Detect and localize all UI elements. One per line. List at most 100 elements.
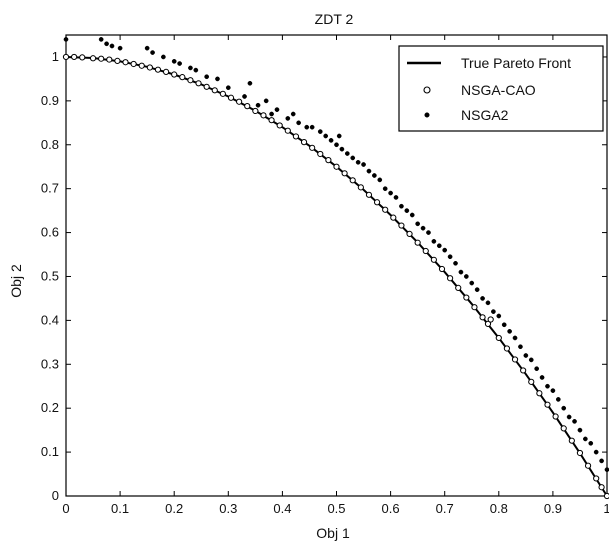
nsga-cao-point xyxy=(179,74,186,81)
nsga2-point xyxy=(399,203,404,209)
nsga-cao-point xyxy=(357,184,364,191)
nsga2-point xyxy=(309,124,315,130)
nsga2-point xyxy=(355,159,361,165)
nsga2-point xyxy=(334,142,339,148)
nsga2-point xyxy=(599,458,604,464)
nsga-cao-point xyxy=(382,206,389,213)
nsga2-point xyxy=(117,45,123,51)
nsga2-point xyxy=(523,353,529,358)
nsga2-point xyxy=(242,94,247,99)
nsga2-point xyxy=(104,41,109,47)
nsga2-point xyxy=(593,449,599,455)
x-tick-label: 0.2 xyxy=(165,501,183,516)
x-tick-label: 0.6 xyxy=(382,501,400,516)
nsga2-point xyxy=(255,102,261,108)
nsga2-point xyxy=(561,405,567,411)
nsga2-point xyxy=(539,375,545,380)
nsga-cao-point xyxy=(268,117,275,124)
nsga-cao-point xyxy=(89,55,97,62)
nsga-cao-point xyxy=(195,80,202,87)
nsga2-point xyxy=(304,124,310,130)
legend-label-nsga-cao: NSGA-CAO xyxy=(461,82,536,98)
nsga2-point xyxy=(528,357,534,363)
nsga-cao-point xyxy=(219,90,226,97)
nsga-cao-point xyxy=(373,199,381,206)
nsga-cao-point xyxy=(584,462,592,469)
nsga2-point xyxy=(382,186,388,192)
nsga-cao-point xyxy=(484,320,492,327)
nsga2-point xyxy=(534,366,540,372)
nsga-cao-point xyxy=(598,484,605,491)
nsga-cao-point xyxy=(309,144,316,151)
nsga2-point xyxy=(274,107,280,112)
nsga-cao-point xyxy=(138,62,145,69)
nsga2-point xyxy=(436,243,442,249)
legend-box xyxy=(398,45,604,132)
y-tick-label: 0.9 xyxy=(41,93,59,108)
nsga-cao-point xyxy=(292,133,300,140)
nsga2-point xyxy=(323,133,329,139)
nsga-cao-point xyxy=(203,83,210,90)
nsga-cao-point xyxy=(284,127,291,134)
x-tick-label: 0 xyxy=(62,501,69,516)
legend: True Pareto Front NSGA-CAO NSGA2 xyxy=(398,45,604,132)
nsga2-point xyxy=(161,54,166,60)
nsga2-point xyxy=(507,329,512,334)
y-tick-label: 0.6 xyxy=(41,225,59,240)
nsga-cao-point xyxy=(463,294,470,301)
nsga-cao-point xyxy=(447,275,454,282)
nsga-cao-point xyxy=(398,222,405,229)
nsga-cao-point xyxy=(114,57,121,65)
nsga2-point xyxy=(415,221,420,227)
nsga-cao-point xyxy=(317,150,324,158)
nsga-cao-point xyxy=(325,157,332,164)
legend-open-circle-marker xyxy=(423,86,431,94)
nsga-cao-point xyxy=(244,103,251,110)
nsga-cao-point xyxy=(487,316,494,323)
nsga-cao-point xyxy=(260,112,267,119)
nsga-cao-point xyxy=(187,77,194,84)
nsga-cao-point xyxy=(552,413,559,420)
nsga-cao-point xyxy=(536,390,543,397)
nsga2-point xyxy=(501,322,507,328)
nsga-cao-point xyxy=(528,378,535,385)
nsga2-point xyxy=(496,313,502,319)
nsga-cao-point xyxy=(154,66,162,73)
y-tick-label: 0.5 xyxy=(41,268,59,283)
x-tick-label: 1 xyxy=(603,501,609,516)
nsga-cao-point xyxy=(341,170,348,177)
nsga-cao-point xyxy=(520,367,527,374)
nsga2-point xyxy=(420,225,426,231)
nsga-cao-point xyxy=(422,247,429,255)
nsga2-point xyxy=(188,65,193,71)
nsga-cao-point xyxy=(71,53,78,61)
nsga2-point xyxy=(583,436,588,442)
x-tick-label: 0.4 xyxy=(273,501,291,516)
nsga2-point xyxy=(480,296,485,301)
nsga2-point xyxy=(285,116,291,121)
nsga2-point xyxy=(469,280,475,286)
legend-label-nsga2: NSGA2 xyxy=(461,107,509,123)
nsga-cao-point xyxy=(603,492,609,500)
nsga-cao-series xyxy=(62,53,609,500)
nsga-cao-point xyxy=(171,71,178,78)
nsga-cao-point xyxy=(414,239,421,246)
x-tick-label: 0.8 xyxy=(490,501,508,516)
nsga2-point xyxy=(545,383,550,389)
nsga2-point xyxy=(177,61,182,66)
x-tick-label: 0.1 xyxy=(111,501,129,516)
x-tick-label: 0.5 xyxy=(327,501,345,516)
nsga-cao-point xyxy=(349,177,356,184)
nsga2-point xyxy=(474,287,480,292)
y-axis-label: Obj 2 xyxy=(8,264,24,298)
nsga-cao-point xyxy=(568,437,575,444)
nsga-cao-point xyxy=(560,425,567,432)
nsga2-point xyxy=(550,388,556,393)
nsga2-point xyxy=(377,177,383,183)
nsga-cao-point xyxy=(106,56,113,63)
nsga-cao-point xyxy=(79,54,86,61)
nsga2-point xyxy=(344,151,350,156)
nsga2-point xyxy=(577,427,583,433)
nsga2-point xyxy=(63,37,69,42)
nsga2-point xyxy=(144,45,150,51)
